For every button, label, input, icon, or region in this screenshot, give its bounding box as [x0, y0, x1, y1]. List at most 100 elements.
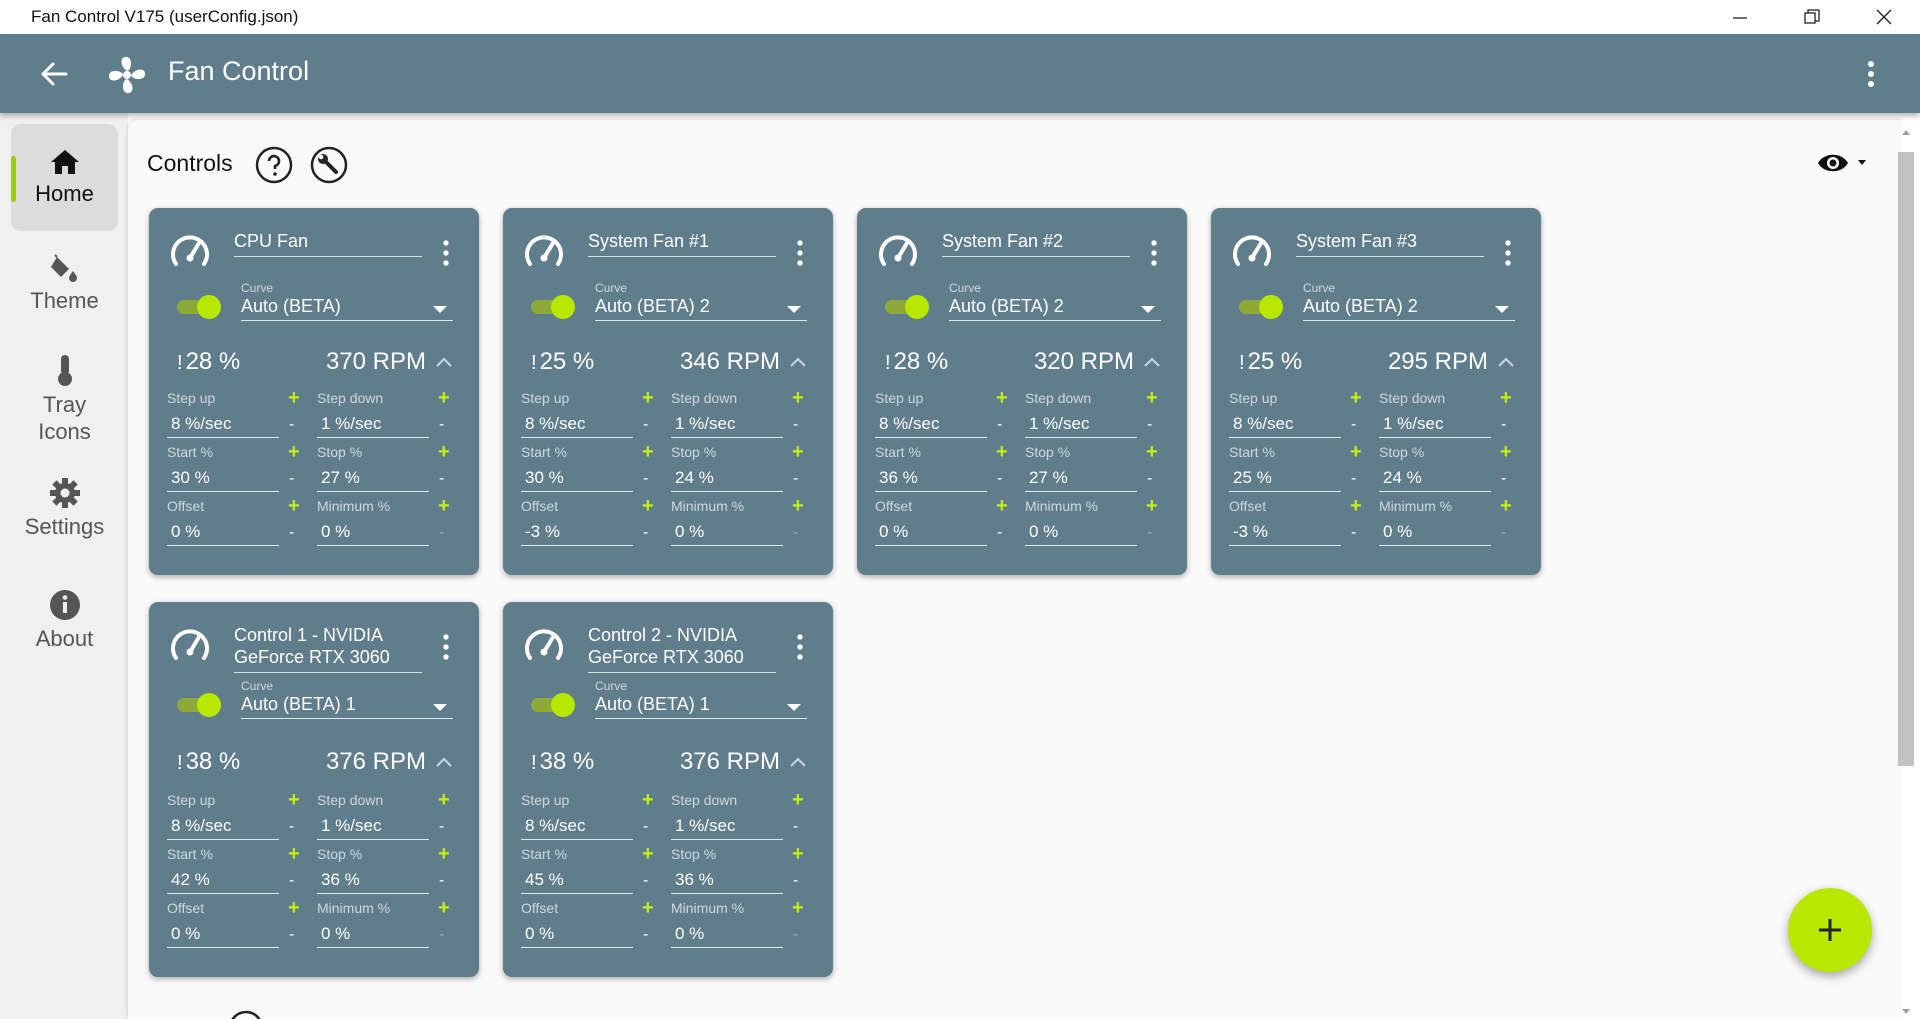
- increment-button[interactable]: +: [642, 495, 654, 517]
- scroll-down-arrow-icon[interactable]: [1896, 1002, 1916, 1018]
- control-name[interactable]: Control 1 - NVIDIA GeForce RTX 3060: [234, 624, 422, 673]
- increment-button[interactable]: +: [288, 843, 300, 865]
- decrement-button[interactable]: -: [793, 416, 799, 433]
- curve-select[interactable]: Auto (BETA) 2: [1303, 294, 1515, 321]
- enable-toggle[interactable]: [883, 292, 933, 322]
- decrement-button[interactable]: -: [289, 524, 295, 541]
- chevron-up-icon[interactable]: [1142, 355, 1162, 369]
- decrement-button[interactable]: -: [439, 470, 445, 487]
- increment-button[interactable]: +: [642, 441, 654, 463]
- sidebar-item-home[interactable]: Home: [11, 124, 118, 231]
- increment-button[interactable]: +: [792, 441, 804, 463]
- enable-toggle[interactable]: [175, 690, 225, 720]
- decrement-button[interactable]: -: [643, 872, 649, 889]
- more-vert-icon[interactable]: [1503, 238, 1513, 268]
- increment-button[interactable]: +: [1146, 387, 1158, 409]
- increment-button[interactable]: +: [996, 387, 1008, 409]
- increment-button[interactable]: +: [288, 495, 300, 517]
- vertical-scrollbar[interactable]: [1896, 126, 1916, 1019]
- chevron-up-icon[interactable]: [788, 755, 808, 769]
- curve-select[interactable]: Auto (BETA) 2: [949, 294, 1161, 321]
- add-control-button[interactable]: [1788, 888, 1872, 972]
- decrement-button[interactable]: -: [643, 470, 649, 487]
- decrement-button[interactable]: -: [439, 524, 445, 541]
- decrement-button[interactable]: -: [1351, 524, 1357, 541]
- curve-select[interactable]: Auto (BETA) 2: [595, 294, 807, 321]
- increment-button[interactable]: +: [1350, 495, 1362, 517]
- chevron-up-icon[interactable]: [434, 355, 454, 369]
- decrement-button[interactable]: -: [793, 470, 799, 487]
- increment-button[interactable]: +: [288, 789, 300, 811]
- enable-toggle[interactable]: [175, 292, 225, 322]
- increment-button[interactable]: +: [642, 843, 654, 865]
- increment-button[interactable]: +: [642, 387, 654, 409]
- restore-button[interactable]: [1776, 0, 1848, 34]
- increment-button[interactable]: +: [1350, 441, 1362, 463]
- increment-button[interactable]: +: [996, 495, 1008, 517]
- decrement-button[interactable]: -: [1351, 416, 1357, 433]
- increment-button[interactable]: +: [642, 789, 654, 811]
- decrement-button[interactable]: -: [643, 818, 649, 835]
- increment-button[interactable]: +: [438, 495, 450, 517]
- decrement-button[interactable]: -: [1501, 416, 1507, 433]
- decrement-button[interactable]: -: [439, 926, 445, 943]
- close-window-button[interactable]: [1848, 0, 1920, 34]
- increment-button[interactable]: +: [792, 387, 804, 409]
- decrement-button[interactable]: -: [997, 524, 1003, 541]
- wrench-icon[interactable]: [310, 146, 348, 184]
- increment-button[interactable]: +: [792, 897, 804, 919]
- decrement-button[interactable]: -: [1147, 416, 1153, 433]
- decrement-button[interactable]: -: [289, 926, 295, 943]
- sidebar-item-about[interactable]: About: [11, 589, 118, 669]
- visibility-eye-icon[interactable]: [1816, 145, 1872, 181]
- curve-select[interactable]: Auto (BETA) 1: [241, 692, 453, 719]
- help-icon[interactable]: [255, 146, 293, 184]
- decrement-button[interactable]: -: [643, 524, 649, 541]
- increment-button[interactable]: +: [438, 843, 450, 865]
- decrement-button[interactable]: -: [1147, 524, 1153, 541]
- curve-select[interactable]: Auto (BETA): [241, 294, 453, 321]
- decrement-button[interactable]: -: [643, 926, 649, 943]
- increment-button[interactable]: +: [996, 441, 1008, 463]
- more-vert-icon[interactable]: [1149, 238, 1159, 268]
- decrement-button[interactable]: -: [289, 470, 295, 487]
- increment-button[interactable]: +: [288, 387, 300, 409]
- increment-button[interactable]: +: [792, 495, 804, 517]
- increment-button[interactable]: +: [438, 441, 450, 463]
- chevron-up-icon[interactable]: [788, 355, 808, 369]
- minimize-button[interactable]: [1704, 0, 1776, 34]
- control-name[interactable]: System Fan #2: [942, 230, 1130, 257]
- more-vert-icon[interactable]: [441, 632, 451, 662]
- increment-button[interactable]: +: [288, 441, 300, 463]
- control-name[interactable]: Control 2 - NVIDIA GeForce RTX 3060: [588, 624, 776, 673]
- sidebar-item-theme[interactable]: Theme: [11, 253, 118, 333]
- more-vert-icon[interactable]: [441, 238, 451, 268]
- decrement-button[interactable]: -: [439, 872, 445, 889]
- scroll-up-arrow-icon[interactable]: [1896, 126, 1916, 142]
- increment-button[interactable]: +: [1500, 495, 1512, 517]
- increment-button[interactable]: +: [438, 789, 450, 811]
- increment-button[interactable]: +: [438, 387, 450, 409]
- scrollbar-thumb[interactable]: [1898, 152, 1914, 766]
- enable-toggle[interactable]: [529, 292, 579, 322]
- control-name[interactable]: System Fan #1: [588, 230, 776, 257]
- increment-button[interactable]: +: [1146, 441, 1158, 463]
- decrement-button[interactable]: -: [1501, 524, 1507, 541]
- curve-select[interactable]: Auto (BETA) 1: [595, 692, 807, 719]
- back-arrow-icon[interactable]: [38, 58, 70, 90]
- control-name[interactable]: System Fan #3: [1296, 230, 1484, 257]
- sidebar-item-settings[interactable]: Settings: [11, 477, 118, 557]
- decrement-button[interactable]: -: [793, 926, 799, 943]
- increment-button[interactable]: +: [1500, 441, 1512, 463]
- decrement-button[interactable]: -: [643, 416, 649, 433]
- decrement-button[interactable]: -: [997, 470, 1003, 487]
- decrement-button[interactable]: -: [793, 872, 799, 889]
- enable-toggle[interactable]: [529, 690, 579, 720]
- increment-button[interactable]: +: [792, 789, 804, 811]
- decrement-button[interactable]: -: [289, 416, 295, 433]
- decrement-button[interactable]: -: [289, 872, 295, 889]
- increment-button[interactable]: +: [1350, 387, 1362, 409]
- decrement-button[interactable]: -: [289, 818, 295, 835]
- more-vert-icon[interactable]: [795, 238, 805, 268]
- decrement-button[interactable]: -: [793, 524, 799, 541]
